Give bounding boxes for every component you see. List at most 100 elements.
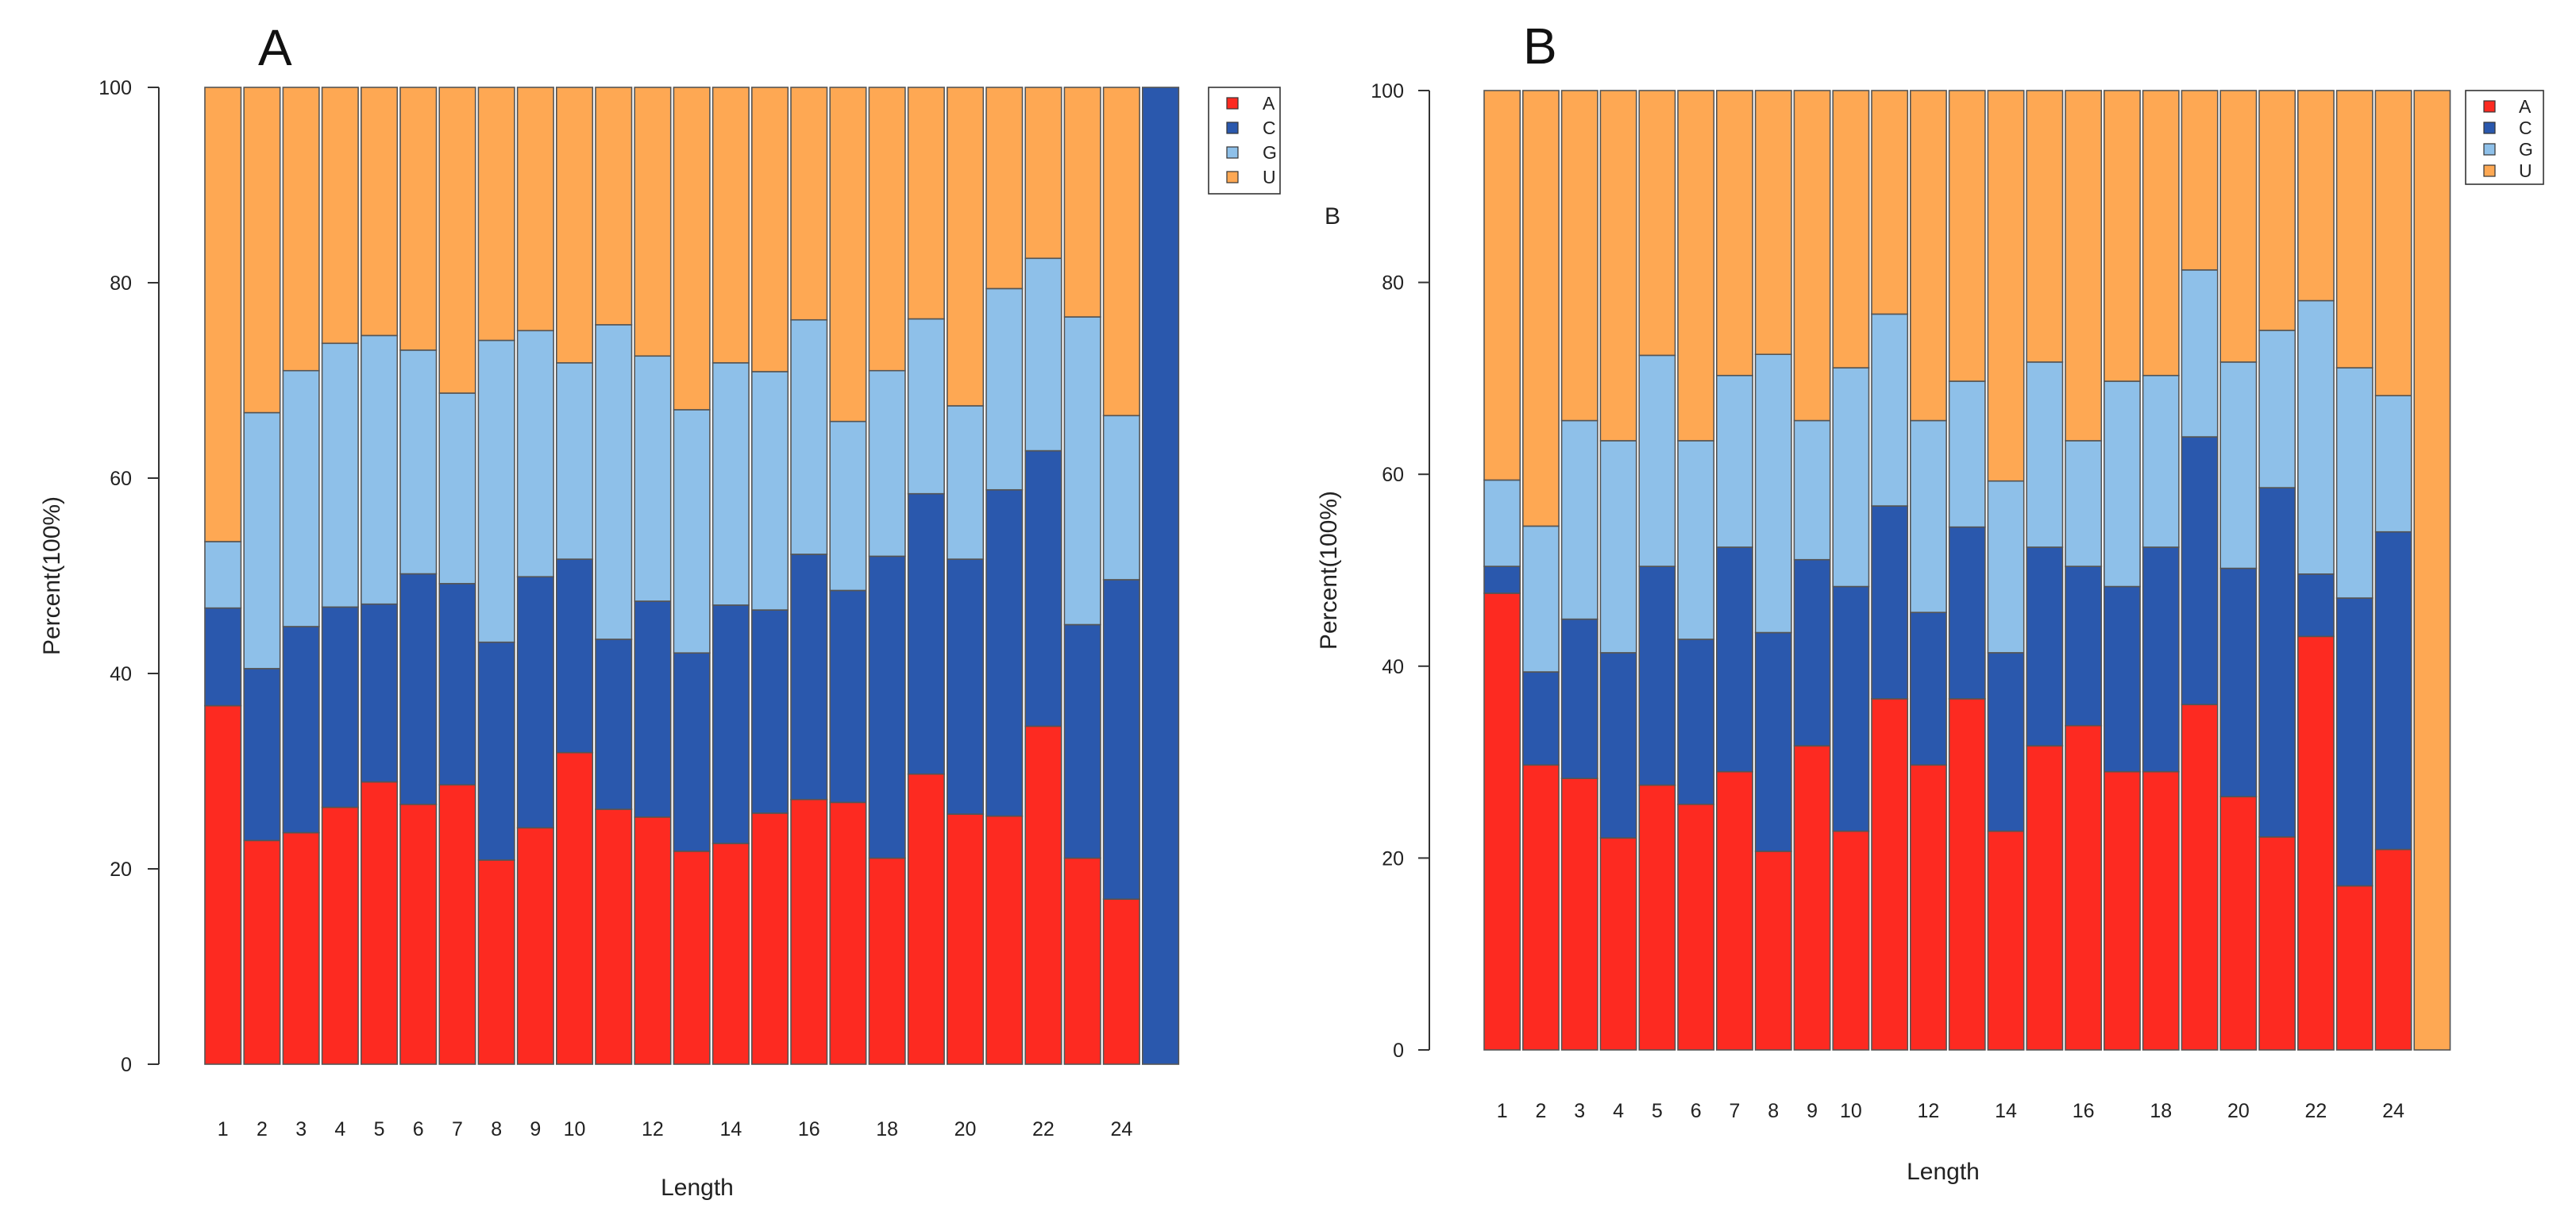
- legend-swatch-a: [1226, 97, 1239, 110]
- bar-segment-c-len-22: [1024, 450, 1062, 727]
- bar-segment-a-len-8: [1754, 851, 1792, 1051]
- bar-segment-g-len-23: [1063, 316, 1101, 626]
- bar-segment-u-len-13: [1948, 90, 1986, 382]
- bar-segment-c-len-16: [790, 554, 828, 801]
- bar-segment-u-len-17: [829, 87, 867, 423]
- bar-segment-u-len-18: [868, 87, 906, 372]
- bar-segment-g-len-15: [750, 371, 789, 611]
- bar-segment-u-len-24: [2374, 90, 2412, 396]
- bar-segment-a-len-4: [1599, 837, 1637, 1051]
- x-tick-label: 24: [1110, 1118, 1132, 1140]
- legend-box: [1208, 87, 1281, 195]
- y-axis-title: Percent(100%): [39, 496, 65, 655]
- bar-segment-u-len-16: [2065, 90, 2103, 442]
- bar-segment-c-len-13: [1948, 526, 1986, 700]
- bar-segment-u-len-20: [2219, 90, 2258, 363]
- bar-segment-a-len-3: [1560, 778, 1598, 1051]
- bar-segment-u-len-19: [2181, 90, 2219, 271]
- bar-segment-a-len-16: [2065, 724, 2103, 1051]
- bar-segment-u-len-12: [634, 87, 672, 357]
- bar-segment-u-len-7: [1716, 90, 1753, 376]
- bar-segment-c-len-12: [1910, 612, 1947, 766]
- bar-segment-g-len-21: [985, 287, 1024, 491]
- bar-segment-a-len-7: [1716, 770, 1753, 1051]
- legend-swatch-a: [2483, 100, 2496, 113]
- bar-segment-u-len-1: [204, 87, 242, 542]
- bar-segment-a-len-13: [1948, 698, 1986, 1051]
- bar-segment-u-len-14: [1987, 90, 2025, 482]
- bar-segment-u-len-4: [321, 87, 359, 345]
- bar-segment-c-len-9: [516, 576, 554, 829]
- bar-segment-a-len-14: [1987, 830, 2025, 1051]
- bar-segment-u-len-10: [1832, 90, 1870, 369]
- bar-segment-c-len-2: [1522, 671, 1560, 766]
- bar-segment-u-len-17: [2104, 90, 2141, 382]
- bar-segment-u-len-21: [985, 87, 1024, 290]
- bar-segment-a-len-22: [2297, 635, 2335, 1051]
- bar-segment-a-len-17: [829, 801, 867, 1065]
- x-axis-title: Length: [661, 1175, 734, 1201]
- legend-swatch-c: [2483, 122, 2496, 134]
- bar-segment-g-len-24: [1102, 415, 1140, 581]
- legend-label-u: U: [1263, 167, 1276, 187]
- bar-segment-a-len-9: [1793, 745, 1831, 1051]
- bar-segment-a-len-1: [204, 704, 242, 1065]
- bar-segment-a-len-10: [555, 751, 594, 1065]
- bar-segment-g-len-12: [1910, 419, 1947, 613]
- bar-segment-c-len-5: [1638, 565, 1676, 786]
- x-tick-label: 7: [1729, 1100, 1740, 1122]
- bar-segment-u-len-2: [243, 87, 281, 414]
- legend-label-c: C: [2519, 118, 2532, 138]
- bar-segment-c-len-4: [321, 606, 359, 808]
- bar-segment-c-len-2: [243, 668, 281, 842]
- x-tick-label: 22: [1032, 1118, 1055, 1140]
- x-tick-label: 8: [1768, 1100, 1779, 1122]
- bar-segment-g-len-19: [907, 318, 945, 495]
- bar-segment-c-len-12: [634, 600, 672, 818]
- x-axis-title: Length: [1907, 1159, 1980, 1185]
- legend-label-g: G: [1263, 142, 1277, 163]
- bar-segment-g-len-1: [1483, 479, 1521, 567]
- bar-segment-g-len-5: [1638, 354, 1676, 567]
- legend-label-a: A: [1263, 93, 1275, 114]
- legend-swatch-g: [2483, 143, 2496, 156]
- legend-swatch-u: [1226, 171, 1239, 183]
- bar-segment-c-len-14: [711, 604, 750, 844]
- bar-segment-g-len-4: [321, 342, 359, 608]
- bar-segment-a-len-20: [2219, 796, 2258, 1051]
- legend-swatch-u: [2483, 164, 2496, 177]
- x-tick-label: 4: [1613, 1100, 1624, 1122]
- bar-segment-a-len-2: [243, 839, 281, 1065]
- bar-segment-u-len-9: [516, 87, 554, 332]
- bar-segment-a-len-20: [947, 813, 985, 1065]
- bar-segment-a-len-16: [790, 798, 828, 1065]
- bar-segment-a-len-19: [907, 773, 945, 1065]
- bar-segment-u-len-13: [673, 87, 711, 411]
- bar-segment-a-len-5: [360, 781, 399, 1065]
- bar-segment-c-len-10: [1832, 585, 1870, 832]
- bar-segment-a-len-11: [1871, 698, 1909, 1051]
- legend-swatch-g: [1226, 146, 1239, 159]
- x-tick-label: 5: [374, 1118, 385, 1140]
- bar-segment-u-len-14: [711, 87, 750, 364]
- bar-segment-c-len-6: [1677, 639, 1715, 805]
- legend-label-u: U: [2519, 160, 2532, 181]
- x-tick-label: 20: [954, 1118, 977, 1140]
- bar-segment-c-len-20: [2219, 567, 2258, 797]
- bar-segment-a-len-8: [477, 859, 515, 1065]
- bar-segment-u-len-4: [1599, 90, 1637, 442]
- bar-segment-g-len-22: [2297, 299, 2335, 575]
- x-tick-label: 4: [334, 1118, 345, 1140]
- bar-segment-g-len-16: [790, 318, 828, 555]
- bar-segment-g-len-22: [1024, 257, 1062, 452]
- x-tick-label: 5: [1652, 1100, 1663, 1122]
- bar-segment-c-len-25: [1142, 87, 1180, 1065]
- y-tick-label: 80: [1382, 272, 1404, 295]
- bar-segment-u-len-19: [907, 87, 945, 320]
- bar-segment-u-len-12: [1910, 90, 1947, 422]
- bar-segment-g-len-13: [673, 409, 711, 654]
- bar-segment-g-len-20: [2219, 361, 2258, 569]
- bar-segment-c-len-15: [750, 609, 789, 814]
